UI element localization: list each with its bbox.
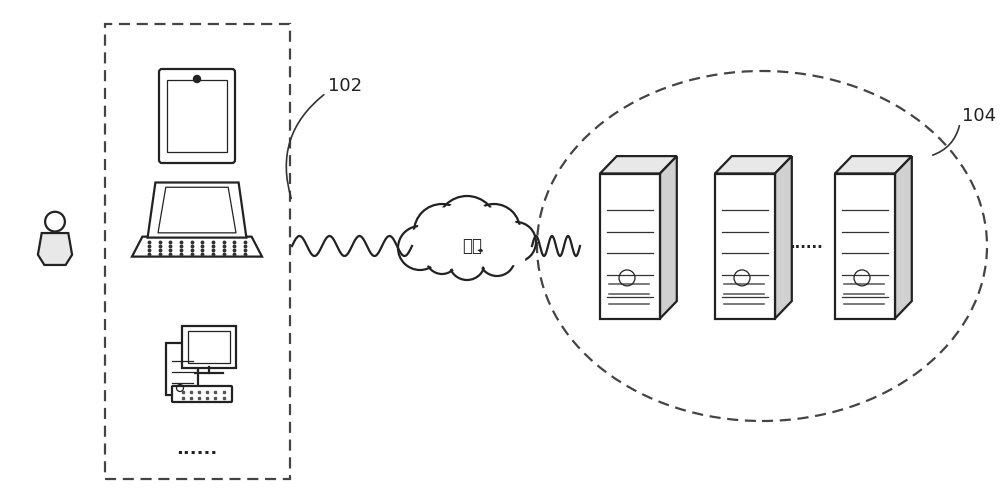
Polygon shape (660, 156, 677, 319)
FancyBboxPatch shape (159, 69, 235, 163)
FancyBboxPatch shape (182, 326, 236, 368)
Circle shape (414, 204, 470, 260)
FancyBboxPatch shape (166, 343, 198, 395)
Polygon shape (148, 182, 246, 237)
FancyBboxPatch shape (167, 80, 227, 152)
Bar (600, 173, 660, 319)
FancyArrowPatch shape (933, 126, 959, 155)
Polygon shape (158, 187, 236, 233)
Circle shape (426, 242, 458, 274)
FancyBboxPatch shape (172, 386, 232, 402)
Polygon shape (600, 156, 677, 173)
FancyArrowPatch shape (286, 95, 324, 198)
Circle shape (481, 242, 513, 274)
Circle shape (451, 246, 483, 278)
Circle shape (437, 196, 497, 256)
Text: ......: ...... (176, 440, 218, 458)
Circle shape (449, 244, 485, 280)
Polygon shape (132, 236, 262, 257)
Circle shape (45, 212, 65, 231)
Text: 102: 102 (328, 77, 362, 95)
Circle shape (194, 76, 200, 83)
Circle shape (428, 244, 456, 272)
Circle shape (479, 240, 515, 276)
Text: 网络: 网络 (462, 237, 482, 255)
Circle shape (398, 226, 442, 270)
Circle shape (468, 204, 520, 256)
Circle shape (441, 199, 493, 253)
Circle shape (471, 207, 517, 253)
Circle shape (498, 224, 534, 260)
Circle shape (417, 207, 467, 257)
Polygon shape (895, 156, 912, 319)
Polygon shape (715, 156, 792, 173)
Polygon shape (38, 233, 72, 265)
Polygon shape (835, 156, 912, 173)
Circle shape (401, 228, 439, 268)
Circle shape (496, 222, 536, 262)
Text: 104: 104 (962, 107, 996, 125)
Bar (715, 173, 775, 319)
Text: ......: ...... (789, 235, 823, 250)
Polygon shape (775, 156, 792, 319)
Bar (105, 24, 290, 479)
Bar (835, 173, 895, 319)
FancyBboxPatch shape (188, 331, 230, 363)
